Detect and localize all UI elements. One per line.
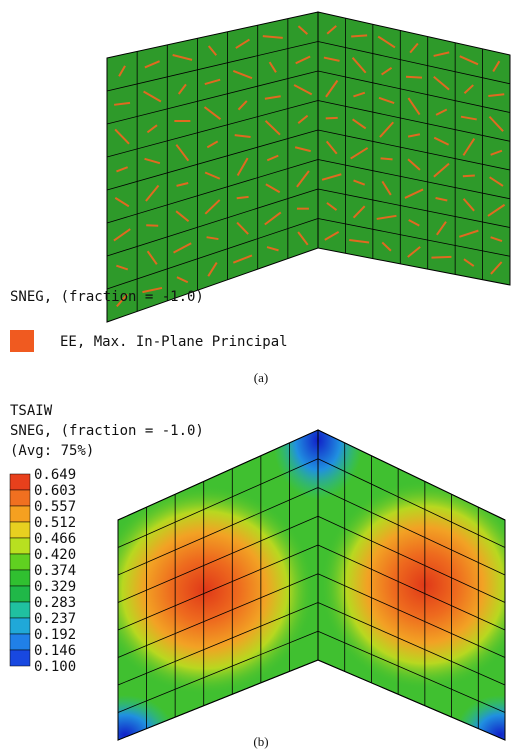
legend-value: 0.283 xyxy=(34,595,76,611)
contour-legend: 0.6490.6030.5570.5120.4660.4200.3740.329… xyxy=(10,467,76,675)
legend-swatch xyxy=(10,554,30,570)
panel-b-averaging: (Avg: 75%) xyxy=(10,443,94,459)
legend-swatch xyxy=(10,490,30,506)
legend-value: 0.420 xyxy=(34,547,76,563)
legend-label: EE, Max. In-Plane Principal xyxy=(60,334,288,350)
legend-value: 0.100 xyxy=(34,659,76,675)
legend-value: 0.146 xyxy=(34,643,76,659)
legend-swatch xyxy=(10,618,30,634)
legend-swatch xyxy=(10,650,30,666)
legend-swatch xyxy=(10,634,30,650)
panel-b-title: TSAIW xyxy=(10,403,53,419)
legend-value: 0.466 xyxy=(34,531,76,547)
panel-a xyxy=(107,12,510,322)
wall xyxy=(318,12,510,285)
legend-value: 0.512 xyxy=(34,515,76,531)
legend-swatch xyxy=(10,602,30,618)
legend-swatch xyxy=(10,506,30,522)
legend-value: 0.237 xyxy=(34,611,76,627)
legend-value: 0.603 xyxy=(34,483,76,499)
legend-swatch xyxy=(10,570,30,586)
caption: (a) xyxy=(254,370,268,385)
strain-arrow xyxy=(351,35,367,36)
legend-value: 0.649 xyxy=(34,467,76,483)
panel-a-header: SNEG, (fraction = -1.0) xyxy=(10,289,204,305)
legend-swatch xyxy=(10,522,30,538)
panel-b-subtitle: SNEG, (fraction = -1.0) xyxy=(10,423,204,439)
legend-swatch xyxy=(10,538,30,554)
contour-band xyxy=(320,480,522,690)
legend-swatch xyxy=(10,474,30,490)
strain-arrow xyxy=(431,257,451,258)
legend-swatch xyxy=(10,330,34,352)
contour-band xyxy=(95,485,315,695)
legend-value: 0.557 xyxy=(34,499,76,515)
legend-value: 0.192 xyxy=(34,627,76,643)
caption: (b) xyxy=(253,734,268,749)
wall xyxy=(107,12,318,322)
legend-value: 0.329 xyxy=(34,579,76,595)
strain-arrow xyxy=(381,158,393,159)
legend-value: 0.374 xyxy=(34,563,76,579)
legend-swatch xyxy=(10,586,30,602)
strain-arrow xyxy=(463,175,475,176)
strain-arrow xyxy=(406,77,422,78)
figure: SNEG, (fraction = -1.0) EE, Max. In-Plan… xyxy=(0,0,522,751)
